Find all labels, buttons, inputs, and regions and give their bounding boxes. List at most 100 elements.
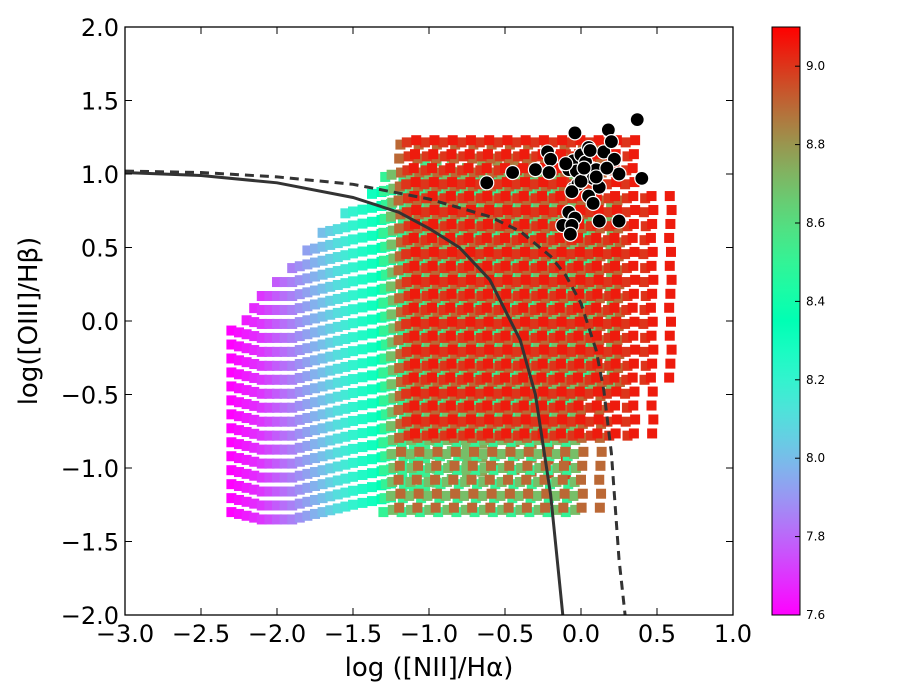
model-grid-point [611,414,622,425]
model-grid-point [492,388,503,399]
model-grid-point [589,323,600,334]
model-grid-point [447,177,458,188]
model-grid-point [294,442,305,453]
model-grid-point [504,460,515,471]
model-grid-point [547,137,558,148]
model-grid-point [460,504,471,515]
model-grid-point [406,183,417,194]
model-grid-point [279,332,290,343]
model-grid-point [264,472,275,483]
model-grid-point [464,330,475,341]
model-grid-point [272,291,282,302]
model-grid-point [629,386,640,397]
model-grid-point [536,232,547,243]
model-grid-point [601,249,612,260]
model-grid-point [445,191,456,202]
model-grid-point [348,290,358,301]
model-grid-point [481,232,492,243]
model-grid-point [463,302,474,313]
model-grid-point [340,389,351,400]
model-grid-point [357,497,368,508]
model-grid-point [516,253,527,264]
model-grid-point [264,430,275,441]
model-grid-point [332,489,343,500]
model-grid-point [512,193,523,204]
model-grid-point [593,135,604,146]
model-grid-point [534,463,545,473]
model-grid-point [486,460,497,471]
model-grid-point [596,446,607,457]
model-grid-point [456,416,467,427]
model-grid-point [256,318,267,329]
model-grid-point [621,332,632,343]
model-grid-point [332,461,343,472]
model-grid-point [264,388,275,399]
model-grid-point [468,488,479,499]
observed-galaxy-point [562,226,578,242]
model-grid-point [317,283,328,294]
model-grid-point [421,291,432,302]
model-grid-point [302,426,313,437]
model-grid-point [570,323,581,334]
colorbar-tick-label: 8.0 [806,451,825,465]
model-grid-point [380,171,391,182]
model-grid-point [408,443,419,454]
model-grid-point [367,258,377,269]
model-grid-point [585,402,596,413]
model-grid-point [487,377,498,388]
model-grid-point [401,416,412,427]
model-grid-point [367,244,377,255]
model-grid-point [279,500,290,511]
model-grid-point [523,237,534,248]
model-grid-point [549,291,560,302]
model-grid-point [367,468,377,479]
model-grid-point [432,307,443,318]
model-grid-point [569,449,580,460]
model-grid-point [405,476,416,487]
model-grid-point [302,343,313,354]
model-grid-point [574,386,585,397]
model-grid-point [621,402,632,413]
model-grid-point [482,288,493,299]
model-grid-point [532,449,543,460]
model-grid-point [593,316,604,327]
model-grid-point [357,260,368,271]
model-grid-point [393,474,404,485]
model-grid-point [541,377,552,388]
model-grid-point [496,476,507,487]
y-tick-label: 0.0 [81,308,119,336]
model-grid-point [264,444,275,455]
model-grid-point [648,344,659,355]
model-grid-point [526,269,537,280]
model-grid-point [357,469,368,480]
model-grid-point [529,346,540,357]
model-grid-point [569,476,580,487]
model-grid-point [457,263,468,274]
model-grid-point [386,309,397,320]
model-grid-point [264,402,275,413]
model-grid-point [357,428,368,439]
model-grid-point [234,369,244,380]
model-grid-point [461,463,472,473]
model-grid-point [457,235,468,246]
model-grid-point [421,430,432,441]
model-grid-point [367,286,377,297]
model-grid-point [609,372,620,383]
model-grid-point [549,221,560,232]
model-grid-point [628,428,639,439]
model-grid-point [585,332,596,343]
model-grid-point [332,377,343,388]
model-grid-point [514,476,525,487]
model-grid-point [302,496,313,507]
model-grid-point [386,490,396,501]
model-grid-point [409,330,420,341]
model-grid-point [465,414,476,425]
model-grid-point [249,317,260,328]
model-grid-point [630,414,641,425]
model-grid-point [620,277,631,288]
model-grid-point [450,488,461,499]
model-grid-point [325,267,336,278]
y-tick-label: 0.5 [81,235,119,263]
model-grid-point [386,211,396,222]
model-grid-point [570,463,581,473]
